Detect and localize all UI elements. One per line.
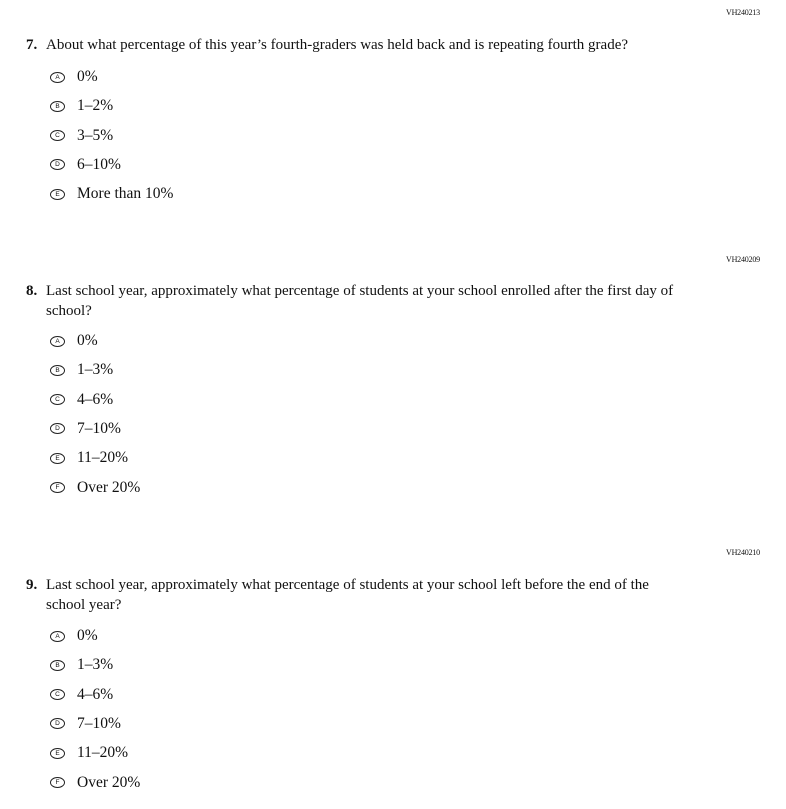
answer-label: 7–10% [77, 419, 121, 437]
answer-bubble-icon[interactable]: C [50, 130, 65, 142]
answer-option[interactable]: B 1–2% [50, 96, 113, 116]
answer-label: 6–10% [77, 155, 121, 173]
question-text: 9. Last school year, approximately what … [26, 576, 686, 615]
answer-option[interactable]: C 4–6% [50, 685, 113, 705]
answer-bubble-icon[interactable]: F [50, 482, 65, 493]
answer-bubble-icon[interactable]: D [50, 718, 65, 730]
answer-label: 7–10% [77, 714, 121, 732]
answer-option[interactable]: B 1–3% [50, 655, 113, 675]
question-id: VH240210 [726, 548, 760, 557]
answer-option[interactable]: E More than 10% [50, 184, 173, 204]
answer-bubble-icon[interactable]: C [50, 394, 65, 406]
answer-option[interactable]: A 0% [50, 331, 98, 351]
answer-label: 11–20% [77, 744, 129, 762]
answer-option[interactable]: A 0% [50, 67, 98, 87]
question-id: VH240209 [726, 255, 760, 264]
answer-bubble-icon[interactable]: F [50, 777, 65, 788]
answer-label: Over 20% [77, 478, 141, 496]
answer-option[interactable]: D 6–10% [50, 155, 121, 175]
question-prompt: Last school year, approximately what per… [46, 283, 674, 319]
answer-bubble-icon[interactable]: A [50, 630, 65, 642]
answer-bubble-icon[interactable]: E [50, 188, 65, 200]
answer-option[interactable]: E 11–20% [50, 448, 128, 468]
question-prompt: Last school year, approximately what per… [46, 577, 649, 613]
answer-label: 11–20% [77, 449, 129, 467]
answer-bubble-icon[interactable]: B [50, 100, 65, 112]
answer-option[interactable]: D 7–10% [50, 714, 121, 734]
answer-option[interactable]: F Over 20% [50, 773, 140, 793]
answer-option[interactable]: A 0% [50, 626, 98, 646]
answer-bubble-icon[interactable]: C [50, 689, 65, 701]
question-id: VH240213 [726, 8, 760, 17]
answer-label: 1–3% [77, 361, 114, 379]
answer-label: 1–3% [77, 656, 114, 674]
answer-option[interactable]: C 4–6% [50, 390, 113, 410]
answer-label: 0% [77, 627, 98, 644]
answer-bubble-icon[interactable]: A [50, 335, 65, 347]
answer-option[interactable]: B 1–3% [50, 360, 113, 380]
answer-bubble-icon[interactable]: B [50, 364, 65, 376]
answer-bubble-icon[interactable]: D [50, 159, 65, 171]
answer-label: 1–2% [77, 97, 114, 115]
answer-option[interactable]: C 3–5% [50, 126, 113, 146]
answer-bubble-icon[interactable]: E [50, 452, 65, 464]
question-text: 7. About what percentage of this year’s … [26, 36, 686, 56]
answer-bubble-icon[interactable]: B [50, 659, 65, 671]
answer-label: 0% [77, 332, 98, 349]
answer-option[interactable]: D 7–10% [50, 419, 121, 439]
question-number: 8. [26, 283, 38, 299]
answer-label: More than 10% [77, 185, 174, 203]
answer-option[interactable]: E 11–20% [50, 743, 128, 763]
answer-bubble-icon[interactable]: D [50, 423, 65, 435]
answer-label: 3–5% [77, 126, 114, 144]
question-number: 9. [26, 577, 38, 593]
answer-label: 4–6% [77, 685, 114, 703]
question-text: 8. Last school year, approximately what … [26, 282, 686, 321]
question-prompt: About what percentage of this year’s fou… [46, 37, 629, 53]
question-number: 7. [26, 37, 38, 53]
answer-label: Over 20% [77, 773, 141, 791]
answer-option[interactable]: F Over 20% [50, 478, 140, 498]
answer-bubble-icon[interactable]: A [50, 71, 65, 83]
answer-label: 0% [77, 68, 98, 85]
answer-bubble-icon[interactable]: E [50, 747, 65, 759]
answer-label: 4–6% [77, 390, 114, 408]
